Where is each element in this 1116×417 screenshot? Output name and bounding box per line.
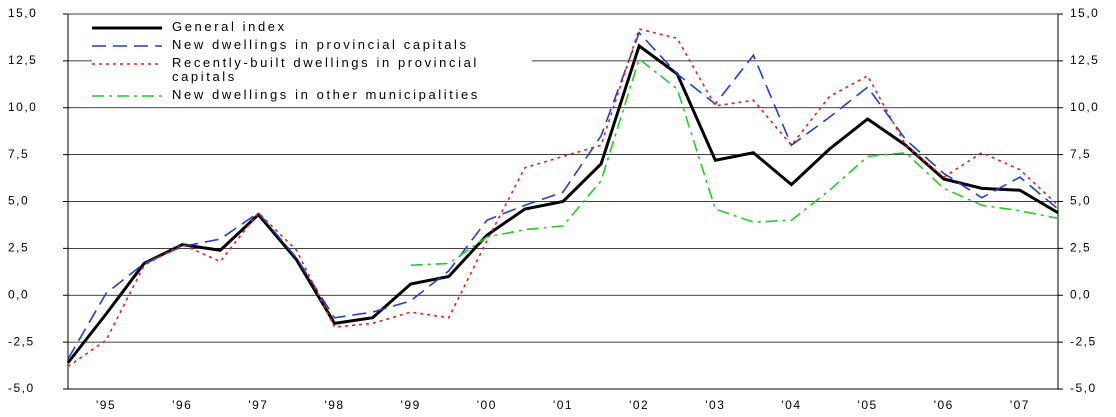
series-line: [67, 28, 1059, 368]
y-tick-label: 12,5: [8, 53, 37, 67]
y2-tick-label: -5,0: [1070, 381, 1097, 395]
legend-label: Recently-built dwellings in provincial c…: [172, 55, 479, 84]
series-line: [67, 31, 1059, 360]
x-tick-label: '96: [172, 398, 192, 412]
y2-tick-label: 12,5: [1070, 53, 1099, 67]
legend-item: General index: [92, 20, 532, 34]
x-tick-label: '99: [401, 398, 421, 412]
y-tick-label: 7,5: [8, 147, 29, 161]
series-line: [66, 43, 1059, 364]
legend-swatch: [92, 63, 162, 65]
y2-tick-label: -2,5: [1070, 334, 1097, 348]
x-tick-label: '07: [1010, 398, 1030, 412]
y2-tick-label: 10,0: [1070, 100, 1099, 114]
legend-item: New dwellings in other municipalities: [92, 88, 532, 102]
y-tick-label: 5,0: [8, 194, 29, 208]
x-tick-label: '95: [96, 398, 116, 412]
legend-swatch: [92, 45, 162, 47]
legend-item: Recently-built dwellings in provincial c…: [92, 56, 532, 84]
y-tick-label: -5,0: [8, 381, 35, 395]
y2-tick-label: 15,0: [1070, 6, 1099, 20]
y2-tick-label: 0,0: [1070, 287, 1091, 301]
y-tick-label: -2,5: [8, 334, 35, 348]
x-tick-label: '06: [934, 398, 954, 412]
x-tick-label: '98: [324, 398, 344, 412]
legend-label: General index: [172, 19, 287, 34]
y-tick-label: 0,0: [8, 287, 29, 301]
y2-tick-label: 7,5: [1070, 147, 1091, 161]
series-line: [410, 57, 1059, 267]
legend-swatch: [92, 26, 162, 30]
legend-label: New dwellings in provincial capitals: [172, 37, 469, 52]
x-tick-label: '03: [705, 398, 725, 412]
legend-item: New dwellings in provincial capitals: [92, 38, 532, 52]
y-tick-label: 15,0: [8, 6, 37, 20]
x-tick-label: '04: [781, 398, 801, 412]
legend: General index New dwellings in provincial…: [92, 20, 532, 106]
legend-label: New dwellings in other municipalities: [172, 87, 480, 102]
y2-tick-label: 2,5: [1070, 241, 1091, 255]
x-tick-label: '05: [858, 398, 878, 412]
x-tick-label: '01: [553, 398, 573, 412]
x-tick-label: '02: [629, 398, 649, 412]
y-tick-label: 2,5: [8, 241, 29, 255]
x-tick-label: '97: [248, 398, 268, 412]
y-tick-label: 10,0: [8, 100, 37, 114]
y2-tick-label: 5,0: [1070, 194, 1091, 208]
x-tick-label: '00: [477, 398, 497, 412]
legend-swatch: [92, 95, 162, 97]
